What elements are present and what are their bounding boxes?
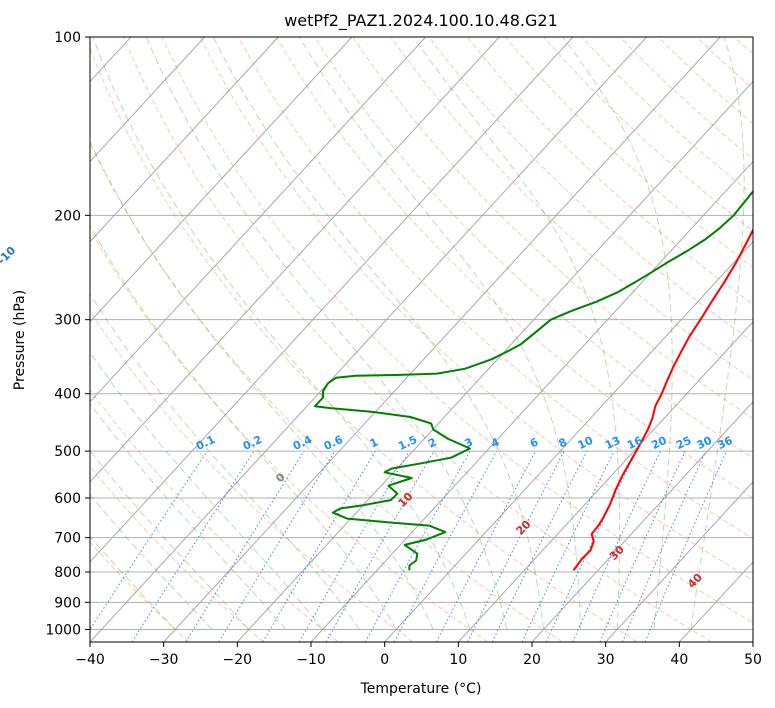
isotherm-line	[163, 37, 721, 642]
y-tick-label: 100	[54, 30, 81, 46]
dry-adiabat-line	[237, 37, 753, 540]
mixing-ratio-line	[325, 450, 435, 642]
moist-adiabat-line	[90, 402, 287, 630]
isotherm-line	[90, 37, 647, 642]
mixing-ratio-label: 13	[603, 434, 622, 452]
dry-adiabat-line	[161, 37, 753, 624]
isotherm-line	[90, 37, 205, 163]
isotherm-line	[605, 481, 753, 642]
moist-adiabat-line	[90, 535, 176, 630]
y-tick-label: 200	[54, 208, 81, 224]
data-series	[314, 189, 753, 571]
mixing-ratio-line	[131, 450, 255, 642]
isotherm-line	[310, 160, 753, 642]
dry-adiabat-line	[543, 37, 753, 232]
y-tick-label: 900	[54, 595, 81, 611]
dry-adiabat-line	[428, 37, 753, 343]
axis-ticks: −40 −30 −20 −10 0 10 20 30 40 50 100 200 300 400 500 60…	[45, 30, 762, 668]
moist-adiabat-line	[90, 449, 250, 630]
dry-adiabat-line	[352, 37, 753, 420]
y-tick-label: 500	[54, 444, 81, 460]
isotherm-line	[384, 240, 753, 642]
moist-adiabat-line	[562, 37, 673, 630]
isotherm-line	[90, 37, 426, 403]
mixing-ratio-line	[599, 450, 686, 642]
mixing-ratio-label: 30	[695, 434, 715, 452]
chart-title: wetPf2_PAZ1.2024.100.10.48.G21	[284, 11, 558, 31]
moist-adiabat-line	[90, 224, 397, 630]
plot-frame	[89, 36, 754, 643]
y-tick-label: 300	[54, 313, 81, 329]
x-tick-label: 10	[449, 652, 467, 668]
y-tick-label: 800	[54, 565, 81, 581]
mixing-ratio-label: 25	[674, 434, 693, 452]
mixing-ratio-line	[491, 450, 588, 642]
mixing-ratio-line	[218, 450, 336, 642]
x-tick-label: 50	[744, 652, 762, 668]
mixing-ratio-label: 20	[649, 434, 669, 452]
mixing-ratio-line	[364, 450, 471, 642]
moist-adiabat-line	[145, 37, 508, 630]
mixing-ratio-label: 16	[625, 434, 645, 452]
mixing-ratio-line	[393, 450, 498, 642]
x-tick-label: 30	[597, 652, 615, 668]
dry-adiabat-line	[90, 388, 339, 642]
x-tick-label: 20	[523, 652, 541, 668]
dry-adiabat-line	[123, 37, 712, 642]
dry-adiabat-line	[619, 37, 753, 160]
x-axis-label: Temperature (°C)	[360, 681, 482, 697]
isotherm-line	[90, 37, 279, 243]
x-tick-label: −10	[296, 652, 326, 668]
moist-adiabat-line	[90, 140, 434, 630]
mixing-ratio-line	[185, 450, 305, 642]
mixing-ratio-label: 10	[576, 434, 596, 452]
isotherm-line	[457, 320, 753, 642]
y-tick-label: 600	[54, 491, 81, 507]
moist-adiabat-line	[90, 293, 360, 630]
temperature-line	[572, 227, 753, 571]
y-tick-label: 700	[54, 531, 81, 547]
dry-adiabat-line	[314, 37, 753, 459]
dry-adiabat-line	[199, 37, 753, 581]
mixing-ratio-line	[644, 450, 727, 642]
dewpoint-line	[314, 189, 753, 571]
isotherm-line	[531, 401, 753, 642]
dry-adiabat-line	[90, 465, 264, 642]
moist-adiabat-line	[412, 37, 621, 630]
moist-adiabat-line	[299, 37, 581, 630]
dry-adiabat-line	[466, 37, 753, 305]
dry-adiabat-line	[90, 46, 638, 642]
x-tick-label: −30	[149, 652, 179, 668]
mixing-ratio-line	[621, 450, 707, 642]
isotherm-line	[236, 80, 753, 642]
isotherm-line	[90, 37, 353, 323]
y-tick-label: 400	[54, 387, 81, 403]
x-tick-label: −20	[223, 652, 253, 668]
x-tick-label: 40	[670, 652, 688, 668]
mixing-ratio-line	[90, 450, 208, 631]
moist-adiabat-line	[212, 37, 544, 630]
dry-adiabat-line	[390, 37, 753, 381]
moist-adiabat-line	[90, 493, 213, 630]
x-tick-label: 0	[380, 652, 389, 668]
y-axis-label: Pressure (hPa)	[12, 290, 28, 390]
mixing-ratio-label: 36	[715, 434, 735, 452]
isotherm-line	[90, 37, 500, 483]
x-tick-label: −40	[75, 652, 105, 668]
moist-adiabat-line	[92, 37, 471, 630]
mixing-ratio-line	[467, 450, 565, 642]
dry-adiabat-line	[90, 310, 414, 642]
moist-adiabat-line	[690, 37, 745, 630]
grid-lines	[90, 37, 753, 642]
isotherm-line	[90, 37, 574, 563]
y-tick-label: 1000	[45, 622, 81, 638]
